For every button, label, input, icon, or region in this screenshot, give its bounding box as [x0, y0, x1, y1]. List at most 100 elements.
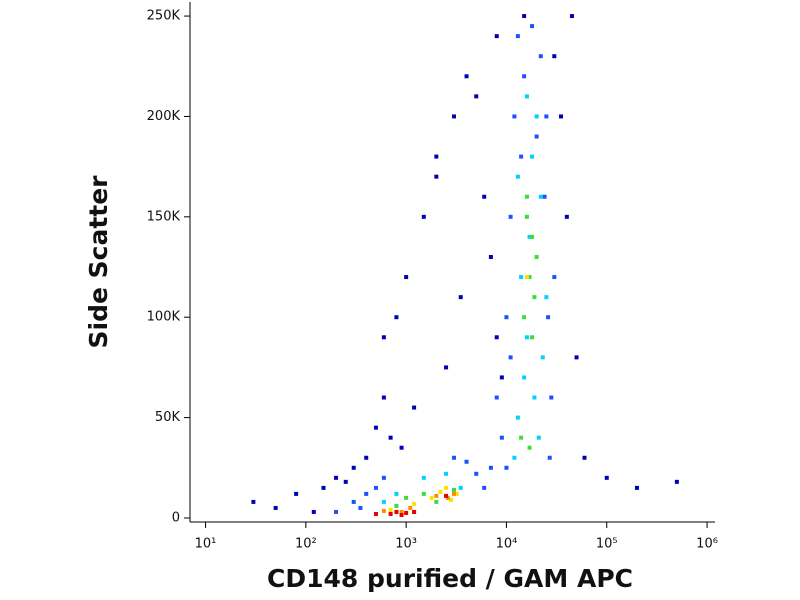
- point: [494, 335, 499, 340]
- point: [482, 485, 487, 490]
- x-tick-label: 10⁵: [596, 537, 618, 552]
- point: [412, 501, 417, 506]
- point: [351, 465, 356, 470]
- point: [524, 335, 529, 340]
- point: [524, 214, 529, 219]
- point: [524, 275, 529, 280]
- x-axis-title: CD148 purified / GAM APC: [267, 564, 633, 593]
- x-tick-label: 10¹: [195, 537, 217, 552]
- point: [488, 465, 493, 470]
- point: [412, 509, 417, 514]
- point: [334, 509, 339, 514]
- y-tick-label: 250K: [147, 9, 181, 24]
- point: [404, 275, 409, 280]
- point: [454, 491, 459, 496]
- point: [488, 254, 493, 259]
- point: [499, 375, 504, 380]
- point: [515, 34, 520, 39]
- point: [527, 234, 532, 239]
- point: [522, 74, 527, 79]
- point: [515, 174, 520, 179]
- point: [394, 491, 399, 496]
- point: [399, 512, 404, 517]
- point: [394, 315, 399, 320]
- point: [538, 54, 543, 59]
- point: [534, 134, 539, 139]
- point: [494, 395, 499, 400]
- point: [434, 154, 439, 159]
- point: [534, 114, 539, 119]
- point: [452, 114, 457, 119]
- point: [381, 475, 386, 480]
- point: [273, 505, 278, 510]
- point: [294, 491, 299, 496]
- point: [504, 465, 509, 470]
- point: [522, 14, 527, 19]
- point: [429, 495, 434, 500]
- point: [542, 194, 547, 199]
- point: [544, 114, 549, 119]
- point: [634, 485, 639, 490]
- point: [530, 154, 535, 159]
- y-axis-title: Side Scatter: [84, 175, 113, 349]
- point: [574, 355, 579, 360]
- point: [321, 485, 326, 490]
- point: [464, 74, 469, 79]
- point: [445, 495, 450, 500]
- point: [394, 503, 399, 508]
- point: [540, 355, 545, 360]
- point: [444, 493, 449, 498]
- point: [522, 315, 527, 320]
- point: [508, 214, 513, 219]
- point: [474, 94, 479, 99]
- point: [530, 234, 535, 239]
- point: [532, 295, 537, 300]
- point: [434, 499, 439, 504]
- point: [530, 24, 535, 29]
- point: [452, 455, 457, 460]
- point: [408, 505, 413, 510]
- point: [494, 34, 499, 39]
- point: [538, 194, 543, 199]
- x-tick-label: 10⁴: [496, 537, 518, 552]
- point: [534, 254, 539, 259]
- point: [519, 435, 524, 440]
- point: [351, 499, 356, 504]
- y-tick-label: 100K: [147, 310, 181, 325]
- y-tick-label: 50K: [155, 410, 181, 425]
- point: [334, 475, 339, 480]
- point: [546, 315, 551, 320]
- point: [674, 479, 679, 484]
- point: [381, 335, 386, 340]
- point: [527, 275, 532, 280]
- point: [388, 511, 393, 516]
- point: [519, 275, 524, 280]
- point: [438, 489, 443, 494]
- y-tick-label: 150K: [147, 209, 181, 224]
- point: [404, 495, 409, 500]
- point: [559, 114, 564, 119]
- point: [582, 455, 587, 460]
- point: [412, 405, 417, 410]
- point: [530, 335, 535, 340]
- x-tick-label: 10³: [395, 537, 417, 552]
- point: [604, 475, 609, 480]
- point: [364, 455, 369, 460]
- x-tick-label: 10⁶: [696, 537, 718, 552]
- point: [552, 54, 557, 59]
- point: [373, 425, 378, 430]
- point: [421, 214, 426, 219]
- point: [448, 497, 453, 502]
- point: [524, 194, 529, 199]
- point: [504, 315, 509, 320]
- point: [251, 499, 256, 504]
- point: [549, 395, 554, 400]
- point: [464, 459, 469, 464]
- point: [524, 94, 529, 99]
- point: [458, 485, 463, 490]
- point: [515, 415, 520, 420]
- point: [394, 509, 399, 514]
- point: [519, 154, 524, 159]
- point: [482, 194, 487, 199]
- point: [381, 499, 386, 504]
